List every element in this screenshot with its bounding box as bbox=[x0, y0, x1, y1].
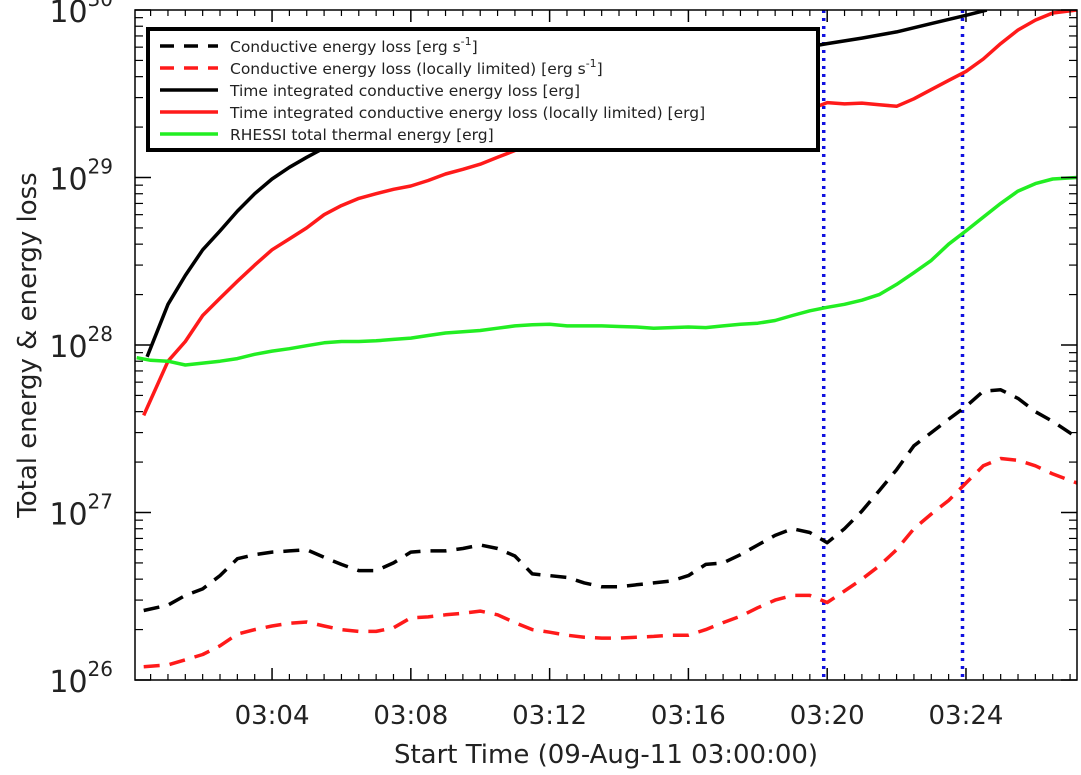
legend-label-2: Conductive energy loss (locally limited)… bbox=[230, 57, 603, 78]
x-tick-label: 03:16 bbox=[651, 701, 726, 731]
series-line-5 bbox=[136, 175, 1077, 367]
legend: Conductive energy loss [erg s-1]Conducti… bbox=[146, 27, 820, 152]
y-axis-title: Total energy & energy loss bbox=[13, 172, 43, 518]
legend-box bbox=[146, 27, 820, 152]
legend-label-3: Time integrated conductive energy loss [… bbox=[229, 82, 580, 100]
y-tick-label: 1030 bbox=[49, 0, 113, 30]
legend-label-1: Conductive energy loss [erg s-1] bbox=[230, 35, 478, 56]
y-tick-label: 1026 bbox=[49, 657, 113, 700]
x-tick-label: 03:08 bbox=[373, 701, 448, 731]
y-tick-label: 1028 bbox=[49, 322, 113, 365]
series-line-1 bbox=[143, 388, 1077, 613]
series-line-2 bbox=[143, 456, 1077, 669]
y-tick-label: 1029 bbox=[49, 155, 113, 198]
y-tick-label: 1027 bbox=[49, 490, 113, 533]
x-axis-title: Start Time (09-Aug-11 03:00:00) bbox=[394, 740, 818, 770]
axis-ticks bbox=[135, 9, 1077, 681]
axis-tick-labels: 03:04 03:08 03:12 03:16 03:20 03:24 1026 1027 10… bbox=[49, 0, 1003, 731]
legend-label-4: Time integrated conductive energy loss (… bbox=[229, 104, 705, 122]
x-tick-label: 03:24 bbox=[929, 701, 1004, 731]
legend-label-5: RHESSI total thermal energy [erg] bbox=[230, 126, 494, 144]
series-layer bbox=[136, 10, 1077, 669]
x-tick-label: 03:04 bbox=[235, 701, 310, 731]
x-tick-label: 03:12 bbox=[512, 701, 587, 731]
x-tick-label: 03:20 bbox=[790, 701, 865, 731]
